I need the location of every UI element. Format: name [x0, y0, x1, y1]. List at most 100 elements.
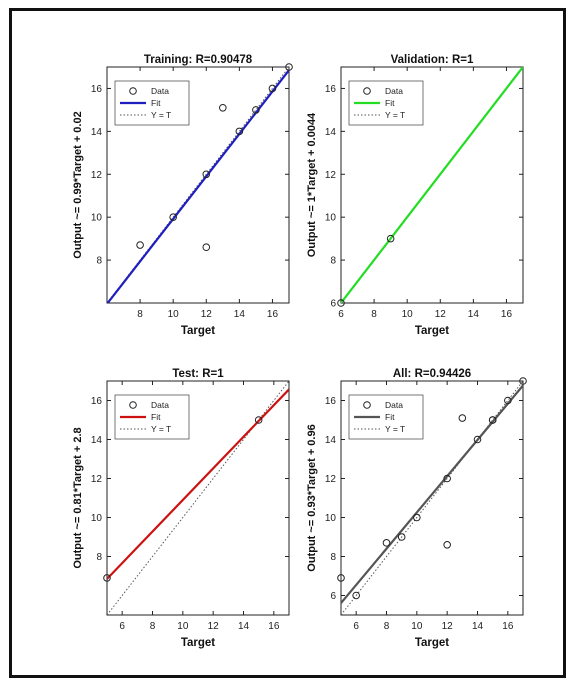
data-point [268, 84, 277, 93]
data-point [285, 63, 293, 71]
chart-title: All: R=0.94426 [393, 368, 471, 380]
chart-title: Validation: R=1 [391, 54, 474, 66]
y-tick-label: 14 [91, 435, 103, 446]
data-point [413, 513, 421, 522]
legend-data-marker [129, 401, 137, 409]
x-tick-label: 6 [338, 309, 344, 320]
y-tick-label: 16 [325, 84, 337, 95]
legend-entry: Fit [385, 412, 395, 422]
chart-panel-1: 8 10 12 14 16 8 10 12 14 16 Data Fit Y = T Training: … [72, 54, 293, 337]
x-tick-label: 14 [468, 309, 480, 320]
x-tick-label: 14 [238, 621, 250, 632]
plot-lines [341, 67, 523, 303]
legend-entry: Fit [151, 98, 161, 108]
data-point [443, 474, 451, 483]
data-point [202, 170, 211, 179]
fit-line [341, 384, 523, 604]
plot-lines [107, 381, 289, 615]
data-point [386, 234, 395, 243]
x-tick-label: 12 [201, 309, 213, 320]
y-axis-label: Output ~= 0.93*Target + 0.96 [306, 424, 318, 571]
chart-panel-3: 6 8 10 12 14 16 8 10 12 14 16 Data Fit Y = T Test: R=1… [72, 368, 290, 649]
y-tick-label: 10 [91, 213, 103, 224]
y-tick-label: 6 [330, 591, 336, 602]
y-tick-label: 16 [91, 84, 103, 95]
y-axis-label: Output ~= 0.99*Target + 0.02 [72, 111, 84, 258]
x-axis-label: Target [415, 637, 449, 649]
y-tick-label: 10 [325, 513, 337, 524]
y-tick-label: 16 [91, 396, 103, 407]
x-tick-label: 8 [384, 621, 390, 632]
data-point [337, 299, 345, 307]
legend-entry: Fit [385, 98, 395, 108]
x-tick-label: 14 [472, 621, 484, 632]
data-point [136, 241, 144, 249]
y-tick-label: 8 [96, 256, 102, 267]
legend-data-marker [129, 87, 137, 95]
fit-line [107, 388, 289, 580]
y-axis-label: Output ~= 0.81*Target + 2.8 [72, 427, 84, 568]
data-point [337, 574, 345, 582]
data-point [473, 435, 482, 444]
x-tick-label: 16 [267, 309, 279, 320]
plot-lines [341, 381, 523, 615]
x-tick-label: 12 [435, 309, 447, 320]
legend-entry: Y = T [385, 424, 405, 434]
y-tick-label: 12 [325, 170, 337, 181]
legend-entry: Fit [151, 412, 161, 422]
legend-data-marker [363, 401, 371, 409]
y-tick-label: 6 [330, 299, 336, 310]
legend-entry: Y = T [151, 424, 171, 434]
y-tick-label: 14 [325, 435, 337, 446]
x-tick-label: 10 [411, 621, 423, 632]
legend-entry: Data [151, 86, 169, 96]
legend-entry: Data [385, 86, 403, 96]
data-point [254, 416, 263, 424]
data-point [219, 103, 227, 112]
data-point [443, 541, 451, 549]
fit-line [341, 67, 523, 303]
x-tick-label: 8 [371, 309, 377, 320]
legend-entry: Data [385, 400, 403, 410]
y-tick-label: 14 [325, 127, 337, 138]
y-tick-label: 8 [330, 256, 336, 267]
chart-panel-4: 6 8 10 12 14 16 6 8 10 12 14 16 Data Fit Y = T All: R=0… [306, 368, 527, 649]
data-point [235, 127, 244, 136]
y-tick-label: 8 [96, 552, 102, 563]
legend-entry: Y = T [151, 110, 171, 120]
identity-line [341, 381, 523, 615]
chart-title: Test: R=1 [172, 368, 224, 380]
y-tick-label: 14 [91, 127, 103, 138]
data-point [202, 243, 211, 252]
data-point [352, 591, 360, 600]
y-tick-label: 12 [91, 474, 103, 485]
data-point [458, 414, 467, 422]
x-tick-label: 6 [119, 621, 125, 632]
y-axis-label: Output ~= 1*Target + 0.0044 [306, 112, 318, 257]
x-tick-label: 10 [402, 309, 414, 320]
y-tick-label: 16 [325, 396, 337, 407]
x-tick-label: 10 [177, 621, 189, 632]
x-axis-label: Target [415, 325, 449, 337]
x-tick-label: 16 [268, 621, 280, 632]
x-tick-label: 8 [150, 621, 156, 632]
chart-title: Training: R=0.90478 [144, 54, 253, 66]
data-point [103, 574, 111, 582]
legend-entry: Y = T [385, 110, 405, 120]
x-tick-label: 16 [501, 309, 513, 320]
y-tick-label: 12 [91, 170, 103, 181]
data-point [252, 106, 260, 114]
data-point [397, 533, 406, 541]
identity-line [107, 381, 289, 615]
data-point [519, 377, 527, 385]
regression-figure: 8 10 12 14 16 8 10 12 14 16 Data Fit Y = T Training: … [72, 54, 527, 649]
chart-panel-2: 6 8 10 12 14 16 6 8 10 12 14 16 Data Fit Y = T Validati… [306, 54, 524, 337]
y-tick-label: 10 [325, 213, 337, 224]
data-point [504, 396, 512, 405]
data-point [488, 416, 497, 424]
legend-data-marker [363, 87, 371, 95]
y-tick-label: 10 [91, 513, 103, 524]
legend-entry: Data [151, 400, 169, 410]
y-tick-label: 8 [330, 552, 336, 563]
y-tick-label: 12 [325, 474, 337, 485]
